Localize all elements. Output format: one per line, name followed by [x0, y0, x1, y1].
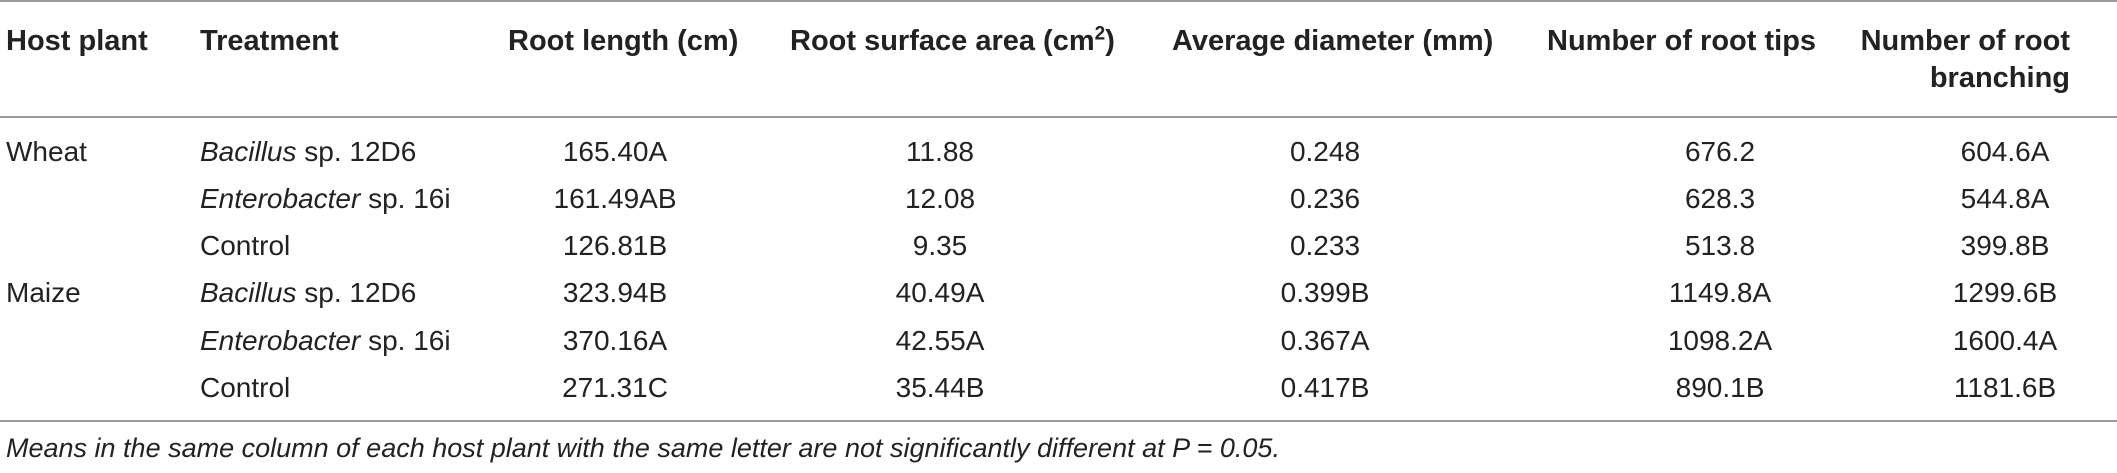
treatment-genus: Enterobacter [200, 325, 361, 356]
header-root-surface-area: Root surface area (cm2) [790, 23, 1115, 57]
diameter-cell: 0.399B [1280, 277, 1370, 308]
treatment-cell: Enterobacter sp. 16i [200, 182, 451, 216]
surface-area-cell: 35.44B [895, 372, 985, 403]
treatment-strain: sp. 16i [360, 325, 451, 356]
branching-cell: 399.8B [1960, 230, 2050, 261]
treatment-strain: sp. 12D6 [296, 277, 417, 308]
diameter-cell: 0.233 [1289, 230, 1361, 261]
surface-area-cell: 40.49A [895, 277, 985, 308]
table-top-rule [0, 0, 2117, 2]
diameter-cell: 0.248 [1289, 136, 1361, 167]
branching-cell: 544.8A [1960, 183, 2050, 214]
tips-cell: 513.8 [1684, 230, 1756, 261]
host-plant-cell: Wheat [6, 136, 87, 167]
root-length-cell: 370.16A [562, 325, 668, 356]
tips-cell: 676.2 [1684, 136, 1756, 167]
branching-cell: 1181.6B [1953, 372, 2057, 403]
treatment-genus: Bacillus [200, 277, 297, 308]
header-bottom-rule [0, 116, 2117, 118]
surface-area-cell: 9.35 [912, 230, 968, 261]
treatment-cell: Bacillus sp. 12D6 [200, 135, 416, 169]
tips-cell: 1149.8A [1668, 277, 1772, 308]
treatment-cell: Control [200, 230, 291, 261]
header-average-diameter: Average diameter (mm) [1172, 25, 1494, 57]
treatment-genus: Bacillus [200, 136, 297, 167]
surface-area-cell: 42.55A [895, 325, 985, 356]
treatment-cell: Control [200, 372, 291, 403]
host-plant-cell: Maize [6, 277, 81, 308]
tips-cell: 890.1B [1675, 372, 1765, 403]
diameter-cell: 0.417B [1280, 372, 1370, 403]
root-length-cell: 165.40A [562, 136, 668, 167]
treatment-cell: Enterobacter sp. 16i [200, 324, 451, 358]
root-length-cell: 323.94B [562, 277, 668, 308]
root-length-cell: 126.81B [562, 230, 668, 261]
diameter-cell: 0.236 [1289, 183, 1361, 214]
tips-cell: 1098.2A [1667, 325, 1773, 356]
branching-cell: 1600.4A [1952, 325, 2058, 356]
root-length-cell: 271.31C [562, 372, 668, 403]
surface-area-cell: 11.88 [906, 136, 974, 167]
header-number-of-root-tips: Number of root tips [1547, 25, 1817, 57]
surface-area-cell: 12.08 [904, 183, 976, 214]
branching-cell: 1299.6B [1952, 277, 2058, 308]
treatment-cell: Bacillus sp. 12D6 [200, 276, 416, 310]
table-bottom-rule [0, 420, 2117, 422]
table-footnote: Means in the same column of each host pl… [6, 433, 1280, 463]
header-root-length: Root length (cm) [508, 25, 739, 57]
header-treatment: Treatment [200, 25, 339, 57]
treatment-genus: Enterobacter [200, 183, 361, 214]
treatment-strain: sp. 12D6 [296, 136, 417, 167]
diameter-cell: 0.367A [1280, 325, 1370, 356]
branching-cell: 604.6A [1960, 136, 2050, 167]
tips-cell: 628.3 [1684, 183, 1756, 214]
header-number-of-root-branching: Number of root branching [1860, 25, 2070, 94]
treatment-strain: sp. 16i [360, 183, 451, 214]
root-length-cell: 161.49AB [553, 183, 677, 214]
header-host-plant: Host plant [6, 25, 148, 57]
